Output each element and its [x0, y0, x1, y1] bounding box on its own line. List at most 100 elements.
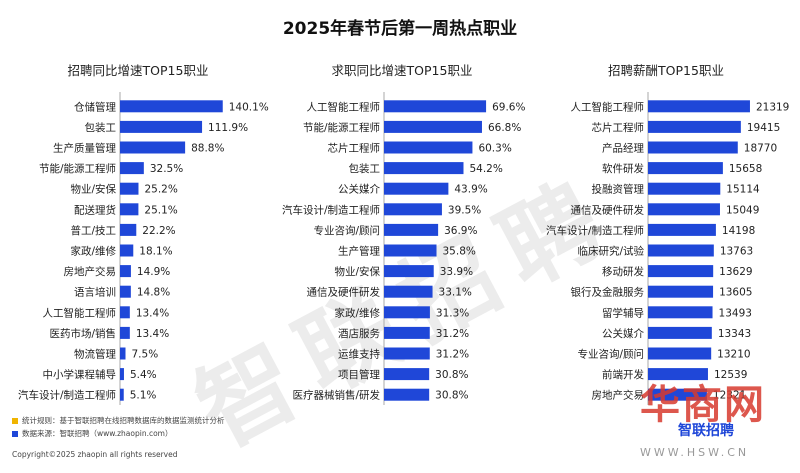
category-label: 普工/技工 — [70, 224, 116, 237]
bar — [648, 347, 712, 360]
category-label: 通信及硬件研发 — [571, 203, 645, 216]
footnote-rule-text: 统计规则：基于智联招聘在线招聘数据库的数据监测统计分析 — [22, 416, 225, 425]
category-label: 房地产交易 — [592, 389, 645, 402]
value-label: 32.5% — [150, 163, 183, 175]
value-label: 5.4% — [130, 369, 157, 381]
bar — [120, 162, 144, 175]
bar — [120, 326, 130, 339]
value-label: 15658 — [729, 163, 762, 175]
legend-square-icon — [12, 431, 18, 437]
bar — [120, 285, 131, 298]
bar — [120, 368, 124, 381]
panel-recruit-growth: 招聘同比增速TOP15职业 仓储管理 140.1% 包装工 111.9% 生产质量管理 8… — [8, 58, 269, 405]
category-label: 投融资管理 — [592, 183, 645, 196]
site-logo: 华商网 — [640, 382, 766, 428]
value-label: 33.9% — [440, 266, 473, 278]
value-label: 12539 — [714, 369, 747, 381]
category-label: 节能/能源工程师 — [39, 162, 116, 175]
bar — [120, 265, 131, 278]
value-label: 111.9% — [208, 122, 248, 134]
value-label: 13493 — [719, 307, 752, 319]
bar — [384, 182, 449, 195]
value-label: 13.4% — [136, 307, 169, 319]
value-label: 60.3% — [478, 143, 511, 155]
category-label: 运维支持 — [338, 348, 380, 361]
copyright: Copyright©2025 zhaopin all rights reserv… — [12, 450, 178, 459]
bar — [120, 347, 126, 360]
category-label: 仓储管理 — [74, 100, 116, 113]
bar — [120, 244, 134, 257]
category-label: 物流管理 — [74, 348, 116, 361]
panel-jobseek-growth: 求职同比增速TOP15职业 人工智能工程师 69.6% 节能/能源工程师 66.8% 芯… — [272, 58, 532, 405]
bar — [648, 244, 714, 257]
bar — [648, 326, 712, 339]
category-label: 家政/维修 — [334, 306, 380, 319]
bar — [648, 285, 714, 298]
category-label: 软件研发 — [602, 162, 644, 175]
bar-chart-recruit-growth: 仓储管理 140.1% 包装工 111.9% 生产质量管理 88.8% 节能/能源工程师 32… — [18, 92, 269, 405]
bar — [384, 223, 439, 236]
value-label: 25.1% — [144, 204, 177, 216]
value-label: 19415 — [747, 122, 780, 134]
legend-square-icon — [12, 418, 18, 424]
panel-title: 求职同比增速TOP15职业 — [331, 63, 473, 78]
value-label: 7.5% — [132, 349, 159, 361]
value-label: 13210 — [717, 349, 750, 361]
panel-title: 招聘同比增速TOP15职业 — [67, 63, 209, 78]
bar — [648, 100, 750, 113]
value-label: 31.2% — [436, 349, 469, 361]
bar — [648, 162, 723, 175]
value-label: 18770 — [744, 143, 777, 155]
category-label: 家政/维修 — [70, 245, 116, 258]
bar — [120, 306, 130, 319]
bar — [120, 120, 203, 133]
category-label: 汽车设计/制造工程师 — [18, 389, 116, 402]
bar — [120, 388, 124, 401]
bar — [384, 100, 487, 113]
category-label: 留学辅导 — [602, 306, 644, 319]
value-label: 22.2% — [142, 225, 175, 237]
category-label: 物业/安保 — [334, 265, 380, 278]
category-label: 项目管理 — [338, 368, 380, 381]
value-label: 35.8% — [443, 246, 476, 258]
chart-title: 2025年春节后第一周热点职业 — [282, 19, 518, 39]
value-label: 43.9% — [454, 184, 487, 196]
value-label: 5.1% — [130, 390, 157, 402]
bar — [384, 244, 437, 257]
bar-chart-salary: 人工智能工程师 21319 芯片工程师 19415 产品经理 18770 软件研发 15658… — [546, 92, 789, 405]
category-label: 移动研发 — [602, 265, 644, 278]
bar — [120, 203, 139, 216]
value-label: 13343 — [718, 328, 751, 340]
footnote-source-text: 数据来源：智联招聘（www.zhaopin.com） — [22, 429, 173, 438]
value-label: 54.2% — [469, 163, 502, 175]
category-label: 人工智能工程师 — [43, 306, 117, 319]
value-label: 31.3% — [436, 307, 469, 319]
bar — [384, 306, 430, 319]
category-label: 专业咨询/顾问 — [313, 224, 380, 237]
bar-chart-jobseek-growth: 人工智能工程师 69.6% 节能/能源工程师 66.8% 芯片工程师 60.3% 包装工 54… — [282, 92, 525, 405]
category-label: 汽车设计/制造工程师 — [546, 224, 644, 237]
category-label: 汽车设计/制造工程师 — [282, 203, 380, 216]
footnote-rule: 统计规则：基于智联招聘在线招聘数据库的数据监测统计分析 — [12, 415, 225, 426]
value-label: 21319 — [756, 101, 789, 113]
bar — [648, 223, 716, 236]
bar — [120, 141, 186, 154]
category-label: 配送理货 — [74, 203, 116, 216]
category-label: 酒店服务 — [338, 327, 380, 340]
footnote-source: 数据来源：智联招聘（www.zhaopin.com） — [12, 428, 172, 439]
bar — [120, 223, 137, 236]
panel-salary: 招聘薪酬TOP15职业 人工智能工程师 21319 芯片工程师 19415 产品经理 18… — [536, 58, 796, 405]
bar — [384, 120, 482, 133]
category-label: 产品经理 — [602, 142, 644, 155]
category-label: 前端开发 — [602, 368, 644, 381]
bar — [648, 265, 714, 278]
category-label: 芯片工程师 — [592, 121, 645, 134]
category-label: 中小学课程辅导 — [43, 368, 117, 381]
value-label: 31.2% — [436, 328, 469, 340]
value-label: 140.1% — [229, 101, 269, 113]
value-label: 66.8% — [488, 122, 521, 134]
value-label: 69.6% — [492, 101, 525, 113]
bar — [384, 388, 430, 401]
value-label: 25.2% — [144, 184, 177, 196]
category-label: 节能/能源工程师 — [303, 121, 380, 134]
